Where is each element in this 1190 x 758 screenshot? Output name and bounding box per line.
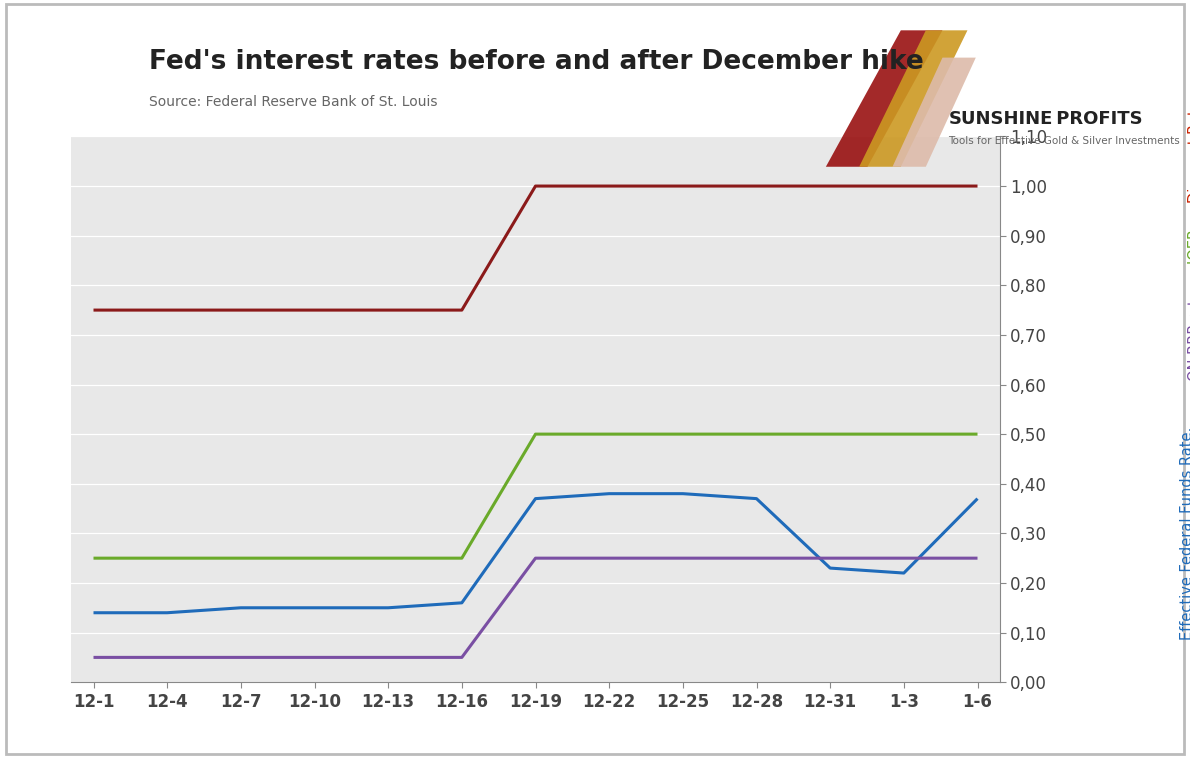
Text: Discount Rate: Discount Rate [1189, 101, 1190, 203]
Text: PROFITS: PROFITS [1050, 110, 1142, 128]
Text: ON RRP rate,: ON RRP rate, [1189, 281, 1190, 381]
Text: Tools for Effective Gold & Silver Investments: Tools for Effective Gold & Silver Invest… [948, 136, 1180, 146]
Text: IOER,: IOER, [1189, 219, 1190, 264]
Polygon shape [826, 30, 942, 167]
Polygon shape [859, 30, 967, 167]
Text: Effective Federal Funds Rate,: Effective Federal Funds Rate, [1179, 427, 1190, 640]
Text: Fed's interest rates before and after December hike: Fed's interest rates before and after De… [149, 49, 923, 75]
Text: SUNSHINE: SUNSHINE [948, 110, 1053, 128]
Polygon shape [892, 58, 976, 167]
Text: Source: Federal Reserve Bank of St. Louis: Source: Federal Reserve Bank of St. Loui… [149, 95, 437, 108]
